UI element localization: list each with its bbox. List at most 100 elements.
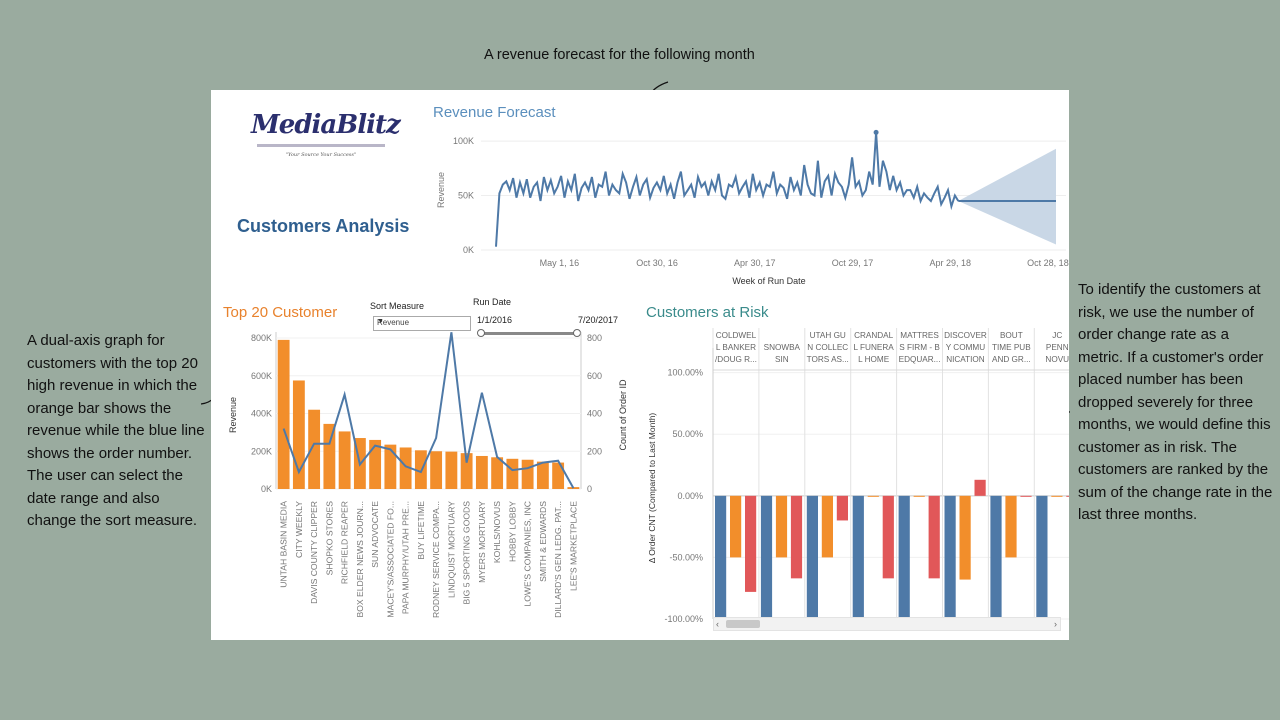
annotation-top20: A dual-axis graph for customers with the… [27, 332, 205, 529]
mediablitz-logo: MediaBlitz "Your Source Your Success" [251, 102, 401, 162]
risk-header-line: TIME PUB [992, 343, 1031, 352]
run-date-label: Run Date [473, 297, 512, 307]
top20-x-tick: SMITH & EDWARDS [538, 501, 548, 582]
risk-change-bar [1051, 495, 1063, 497]
risk-column-header: JC PENN NOVU [1035, 330, 1069, 370]
revenue-forecast-chart[interactable]: 100K 50K 0K Revenue May 1, 16 Oct 30, 16 Apr 3… [211, 90, 1069, 295]
run-date-start-handle[interactable] [477, 329, 485, 337]
risk-change-bar [928, 495, 940, 579]
risk-column-header: UTAH GU N COLLEC TORS AS... [806, 330, 850, 370]
risk-change-bar [821, 495, 833, 558]
risk-change-bar [806, 495, 818, 619]
risk-header-line: NOVU [1045, 355, 1069, 364]
run-date-slider[interactable] [477, 329, 581, 337]
top20-y2-tick: 800 [587, 333, 602, 343]
chevron-down-icon: ▼ [377, 318, 384, 325]
top20-title: Top 20 Customer [223, 304, 338, 321]
top20-chart[interactable]: 800K 600K 400K 200K 0K 800 600 400 200 0 Revenue Co… [211, 320, 641, 640]
risk-change-bar [913, 495, 925, 497]
risk-header-line: N COLLEC [807, 343, 849, 352]
scroll-right-icon[interactable]: › [1054, 619, 1057, 629]
risk-column-header: BOUT TIME PUB AND GR... [989, 330, 1033, 370]
top20-y-tick: 200K [251, 446, 272, 456]
risk-change-bar [898, 495, 910, 619]
forecast-x-tick: Oct 28, 18 [1027, 258, 1069, 268]
top20-y-tick: 400K [251, 409, 272, 419]
risk-change-bar [836, 495, 848, 521]
risk-y-axis-label: Δ Order CNT (Compared to Last Month) [647, 413, 657, 564]
top20-x-tick: DILLARD'S GEN LEDG. PAT... [553, 501, 563, 618]
top20-revenue-bar [384, 444, 397, 489]
top20-y2-axis-label: Count of Order ID [618, 379, 628, 451]
risk-header-line: BOUT [999, 331, 1023, 340]
top20-x-tick: CITY WEEKLY [294, 501, 304, 558]
risk-y-tick: -100.00% [664, 614, 703, 624]
risk-change-bar [990, 495, 1002, 619]
top20-x-tick: BUY LIFETIME [416, 501, 426, 560]
logo-name: MediaBlitz [251, 110, 401, 140]
top20-y2-tick: 600 [587, 371, 602, 381]
top20-y2-tick: 400 [587, 409, 602, 419]
top20-revenue-bar [475, 455, 488, 489]
sort-measure-label: Sort Measure [370, 301, 425, 311]
risk-change-bar [790, 495, 803, 579]
risk-header-line: AND GR... [992, 355, 1031, 364]
top20-x-tick: KOHLS/NOVUS [492, 501, 502, 563]
top20-y-axis-label: Revenue [228, 397, 238, 433]
page-title: Customers Analysis [237, 216, 410, 236]
scroll-left-icon[interactable]: ‹ [716, 619, 719, 629]
risk-y-tick: 50.00% [672, 429, 703, 439]
risk-chart[interactable]: 100.00% 50.00% 0.00% -50.00% -100.00% Δ Order… [641, 328, 1069, 628]
risk-column-header: CRANDAL L FUNERA L HOME [852, 330, 896, 370]
top20-revenue-bar [308, 409, 321, 489]
top20-revenue-bar [521, 459, 534, 489]
risk-header-line: L FUNERA [853, 343, 894, 352]
risk-title: Customers at Risk [646, 304, 769, 321]
top20-x-tick: HOBBY LOBBY [507, 501, 517, 562]
top20-y-tick: 600K [251, 371, 272, 381]
risk-column-header: SNOWBA SIN [760, 330, 804, 370]
top20-revenue-bar [369, 439, 382, 489]
dashboard: MediaBlitz "Your Source Your Success" Re… [211, 90, 1069, 640]
top20-revenue-bar [277, 339, 290, 489]
sort-measure-select[interactable]: Revenue ▼ [373, 316, 471, 331]
risk-header-line: SNOWBA [763, 343, 801, 352]
logo-tagline: "Your Source Your Success" [285, 152, 357, 158]
top20-x-tick: RODNEY SERVICE COMPA... [431, 501, 441, 618]
forecast-x-tick: May 1, 16 [540, 258, 580, 268]
forecast-peak-point [873, 129, 879, 135]
risk-change-bar [1066, 495, 1069, 497]
top20-order-count-line [282, 332, 575, 489]
top20-x-tick: BOX ELDER NEWS JOURN... [355, 501, 365, 618]
risk-change-bar [745, 495, 757, 592]
risk-change-bar [944, 495, 956, 619]
top20-x-tick: LEE'S MARKETPLACE [568, 501, 578, 591]
risk-change-bar [760, 495, 773, 619]
top20-x-tick: LINDQUIST MORTUARY [446, 501, 456, 598]
risk-column-header: DISCOVER Y COMMU NICATION [944, 330, 988, 370]
risk-horizontal-scrollbar[interactable]: ‹ › [713, 617, 1061, 631]
forecast-title: Revenue Forecast [433, 104, 556, 121]
top20-revenue-bar [338, 431, 351, 489]
forecast-revenue-line [495, 132, 960, 247]
risk-column-header: COLDWEL L BANKER/DOUG R... [714, 330, 758, 370]
annotation-arrow-right [998, 411, 1071, 438]
risk-header-line: TORS AS... [806, 355, 849, 364]
risk-change-bar [1036, 495, 1048, 619]
risk-change-bar [852, 495, 864, 619]
scrollbar-thumb[interactable] [726, 620, 760, 628]
risk-header-line: PENN [1045, 343, 1069, 352]
run-date-slider-fill [480, 332, 578, 335]
top20-x-tick: SHOPKO STORES [324, 501, 334, 576]
risk-change-bar [775, 495, 788, 558]
risk-change-bar [867, 495, 879, 497]
top20-revenue-bar [292, 380, 305, 489]
top20-x-tick: SUN ADVOCATE [370, 501, 380, 568]
risk-y-tick: 100.00% [667, 368, 703, 378]
top20-x-tick: MACEY'S/ASSOCIATED FO... [385, 501, 395, 618]
forecast-y-tick: 100K [453, 136, 474, 146]
logo-divider [257, 144, 385, 147]
risk-header-line: L HOME [858, 355, 890, 364]
risk-change-bar [715, 495, 727, 619]
top20-y-tick: 800K [251, 333, 272, 343]
